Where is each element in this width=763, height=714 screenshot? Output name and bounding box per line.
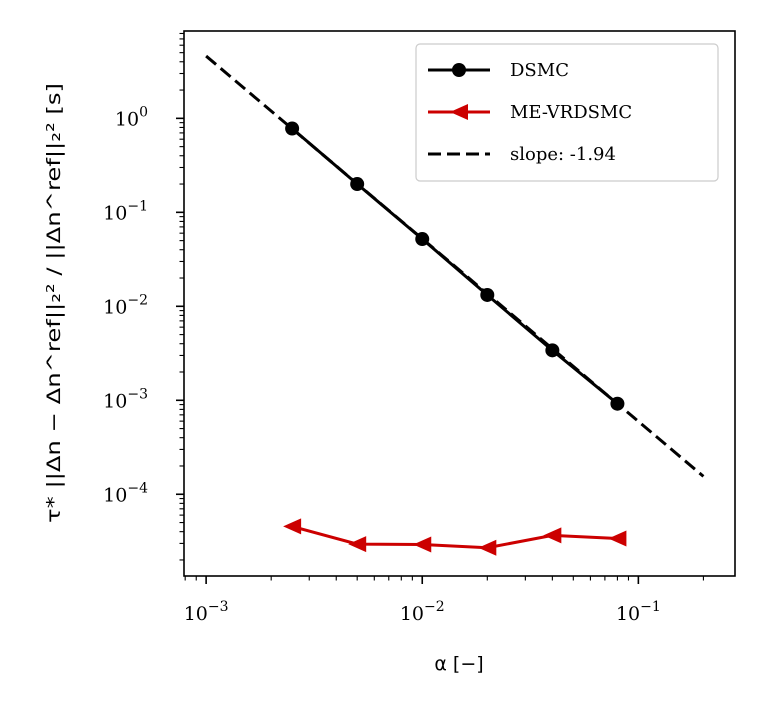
x-tick-label-0: 10−3 [184, 599, 229, 625]
legend-marker-me-vrdsmc [450, 104, 468, 120]
legend-label-slope: slope: -1.94 [510, 144, 616, 165]
data-point-me-vrdsmc-4 [543, 527, 562, 544]
legend-entry-me-vrdsmc: ME-VRDSMC [428, 102, 632, 123]
x-axis-label: α [−] [434, 653, 483, 675]
y-tick-label-2: 10−2 [103, 292, 148, 318]
data-point-me-vrdsmc-3 [478, 539, 497, 556]
x-tick-label-1: 10−2 [400, 599, 445, 625]
legend-box [415, 43, 719, 182]
legend-entry-slope: slope: -1.94 [428, 144, 616, 165]
data-point-me-vrdsmc-0 [283, 518, 302, 535]
data-point-me-vrdsmc-2 [413, 536, 432, 553]
legend: DSMC ME-VRDSMC slope: -1.94 [415, 43, 719, 182]
data-point-me-vrdsmc-5 [608, 530, 627, 547]
data-point-me-vrdsmc-1 [348, 536, 367, 553]
legend-label-dsmc: DSMC [510, 60, 569, 81]
series-line-me-vrdsmc [291, 524, 618, 550]
plot-frame [183, 30, 736, 577]
y-tick-label-3: 10−3 [103, 386, 148, 412]
y-axis-label: τ* ||Δn − Δn^ref||₂² / ||Δn^ref||₂² [s] [43, 83, 65, 523]
y-tick-label-0: 100 [115, 104, 148, 130]
series-line-slope-1-94 [205, 54, 705, 478]
legend-marker-dsmc [452, 63, 466, 77]
y-tick-label-1: 10−1 [103, 198, 148, 224]
legend-entry-dsmc: DSMC [428, 60, 569, 81]
x-tick-label-2: 10−1 [616, 599, 661, 625]
y-tick-label-4: 10−4 [103, 480, 148, 506]
y-axis-label-text: τ* ||Δn − Δn^ref||₂² / ||Δn^ref||₂² [s] [43, 83, 65, 523]
legend-label-me-vrdsmc: ME-VRDSMC [510, 102, 632, 123]
